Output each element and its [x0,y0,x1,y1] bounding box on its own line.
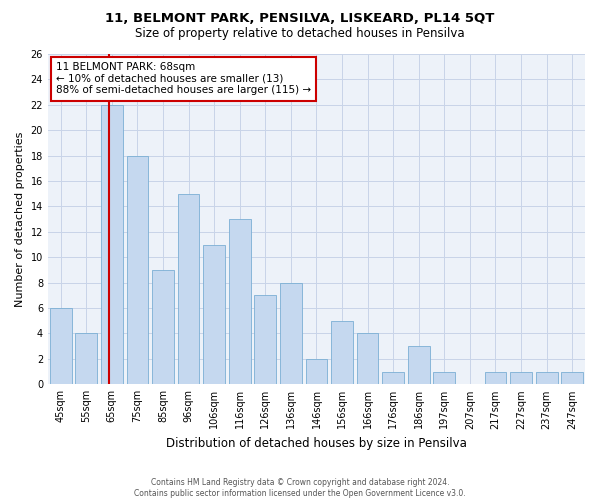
X-axis label: Distribution of detached houses by size in Pensilva: Distribution of detached houses by size … [166,437,467,450]
Bar [382,372,404,384]
Bar [510,372,532,384]
Bar [152,270,174,384]
Bar [203,244,225,384]
Bar [50,308,71,384]
Bar [536,372,557,384]
Text: Contains HM Land Registry data © Crown copyright and database right 2024.
Contai: Contains HM Land Registry data © Crown c… [134,478,466,498]
Text: 11 BELMONT PARK: 68sqm
← 10% of detached houses are smaller (13)
88% of semi-det: 11 BELMONT PARK: 68sqm ← 10% of detached… [56,62,311,96]
Bar [562,372,583,384]
Text: Size of property relative to detached houses in Pensilva: Size of property relative to detached ho… [135,28,465,40]
Bar [408,346,430,385]
Bar [127,156,148,384]
Bar [280,282,302,384]
Bar [101,105,123,384]
Bar [485,372,506,384]
Y-axis label: Number of detached properties: Number of detached properties [15,132,25,307]
Bar [305,359,328,384]
Bar [254,296,276,384]
Bar [331,321,353,384]
Bar [357,334,379,384]
Bar [178,194,199,384]
Text: 11, BELMONT PARK, PENSILVA, LISKEARD, PL14 5QT: 11, BELMONT PARK, PENSILVA, LISKEARD, PL… [106,12,494,26]
Bar [76,334,97,384]
Bar [433,372,455,384]
Bar [229,219,251,384]
